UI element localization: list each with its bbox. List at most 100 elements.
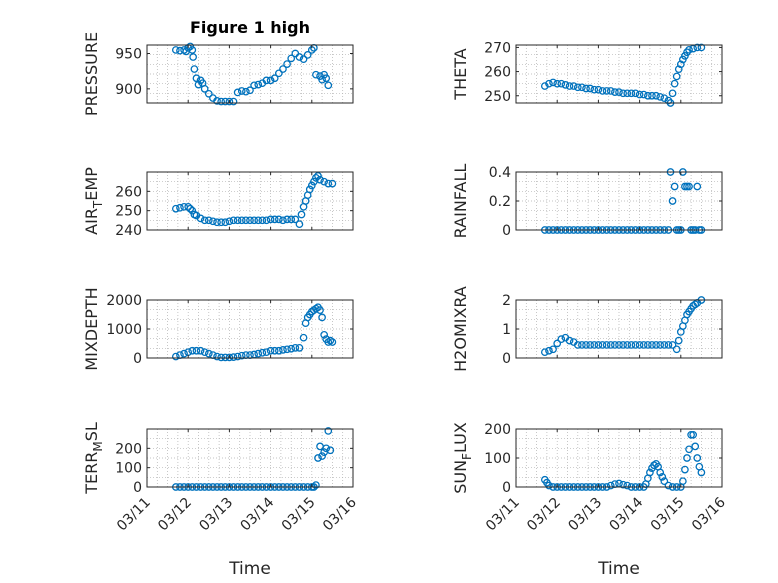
data-point [270,346,279,355]
y-tick-label: 0 [133,351,142,367]
y-axis-label: MIXDEPTH [82,287,101,370]
data-point [246,216,254,225]
data-point [565,82,574,90]
data-point [573,83,582,92]
y-axis-label: PRESSURE [82,32,101,116]
data-point [540,348,549,357]
data-point [619,480,627,489]
data-point [242,87,250,96]
data-point [233,352,242,361]
data-point [549,78,557,87]
data-point [691,442,700,451]
data-point [229,97,238,106]
data-point [619,89,627,98]
data-point [318,452,326,460]
y-tick-label: 270 [484,40,511,56]
data-point [670,182,679,191]
data-point [188,46,197,54]
y-tick-label: 2000 [106,293,142,309]
data-point [237,216,246,225]
y-tick-label: 0 [502,351,511,367]
data-point [660,477,669,486]
data-point [299,55,308,63]
x-tick-label: 03/14 [238,494,278,534]
data-point [242,216,250,225]
data-point [266,346,275,355]
subplot-8: 0 100 200 03/11 03/12 03/13 03/14 03/15 03/16 SUN… [451,422,729,579]
data-point [685,445,693,454]
data-point [326,446,335,455]
data-point [635,90,644,99]
data-point [606,481,615,490]
data-point [233,216,242,225]
series-markers [171,172,337,229]
data-point [664,341,673,349]
data-point [578,83,586,92]
data-point [635,341,644,349]
data-point [324,81,333,90]
data-point [602,87,611,95]
data-point [225,97,234,106]
data-point [196,346,205,355]
data-point [674,336,683,345]
y-tick-label: 950 [115,46,142,62]
data-point [619,341,627,349]
data-point [237,351,246,360]
data-point [270,215,279,224]
data-point [598,87,607,95]
y-tick-label: 100 [115,461,142,477]
data-point [221,218,230,227]
data-point [225,353,234,362]
data-point [648,91,656,100]
data-point [287,54,296,63]
data-point [297,210,306,219]
data-point [623,89,632,98]
data-point [685,182,693,191]
data-point [545,481,553,490]
subplot-3: 240 250 260 AIRTEMP [82,167,354,239]
data-point [623,341,632,349]
data-point [303,51,312,59]
data-point [204,216,213,225]
y-axis-label: THETA [451,48,470,100]
y-tick-label: 260 [484,65,511,81]
data-point [683,454,691,462]
data-point [274,69,283,78]
data-point [266,215,275,224]
data-point [643,91,652,100]
data-point [553,339,562,348]
x-tick-label: 03/16 [320,494,360,534]
data-point [606,341,615,349]
data-point [295,220,304,229]
data-point [328,338,337,346]
data-point [213,218,221,227]
data-point [561,81,570,89]
data-point [217,97,226,106]
data-point [322,74,331,83]
data-point [274,215,283,224]
data-point [324,179,333,188]
data-point [656,93,665,101]
data-point [540,82,549,90]
data-point [266,76,275,85]
data-point [679,477,687,486]
data-point [549,345,557,354]
y-tick-label: 0 [502,480,511,496]
data-point [590,85,599,94]
data-point [209,217,217,226]
data-point [274,346,283,355]
data-point [643,341,652,349]
axes-box [146,428,354,488]
data-point [668,197,677,205]
data-point [545,79,553,88]
data-point [254,80,263,89]
y-tick-label: 240 [115,223,142,239]
subplot-title: Figure 1 high [190,18,310,37]
data-point [283,345,291,354]
data-point [221,353,230,362]
data-point [672,72,681,81]
data-point [299,333,308,342]
axes-box [146,44,354,104]
data-point [190,65,199,73]
data-point [318,313,326,322]
